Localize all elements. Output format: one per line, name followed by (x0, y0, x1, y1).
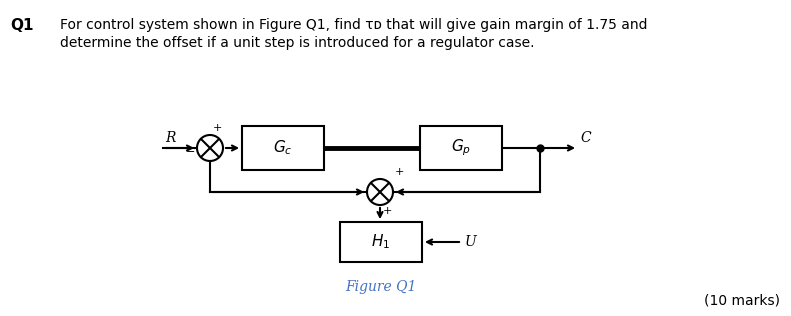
Bar (420, 126, 502, 170)
Text: $G_p$: $G_p$ (451, 138, 471, 158)
Text: +: + (395, 167, 404, 177)
Text: +: + (383, 206, 392, 216)
Text: +: + (213, 123, 222, 133)
Bar (242, 126, 324, 170)
Text: For control system shown in Figure Q1, find τᴅ that will give gain margin of 1.7: For control system shown in Figure Q1, f… (60, 18, 648, 32)
Text: −: − (186, 147, 195, 157)
Text: $H_1$: $H_1$ (372, 233, 391, 251)
Text: $G_c$: $G_c$ (273, 139, 293, 157)
Text: R: R (165, 131, 176, 145)
Bar (340, 222, 422, 262)
Text: (10 marks): (10 marks) (704, 294, 780, 308)
Text: Figure Q1: Figure Q1 (346, 280, 417, 294)
Text: determine the offset if a unit step is introduced for a regulator case.: determine the offset if a unit step is i… (60, 36, 535, 50)
Text: U: U (465, 235, 477, 249)
Text: Q1: Q1 (10, 18, 33, 33)
Text: C: C (580, 131, 591, 145)
